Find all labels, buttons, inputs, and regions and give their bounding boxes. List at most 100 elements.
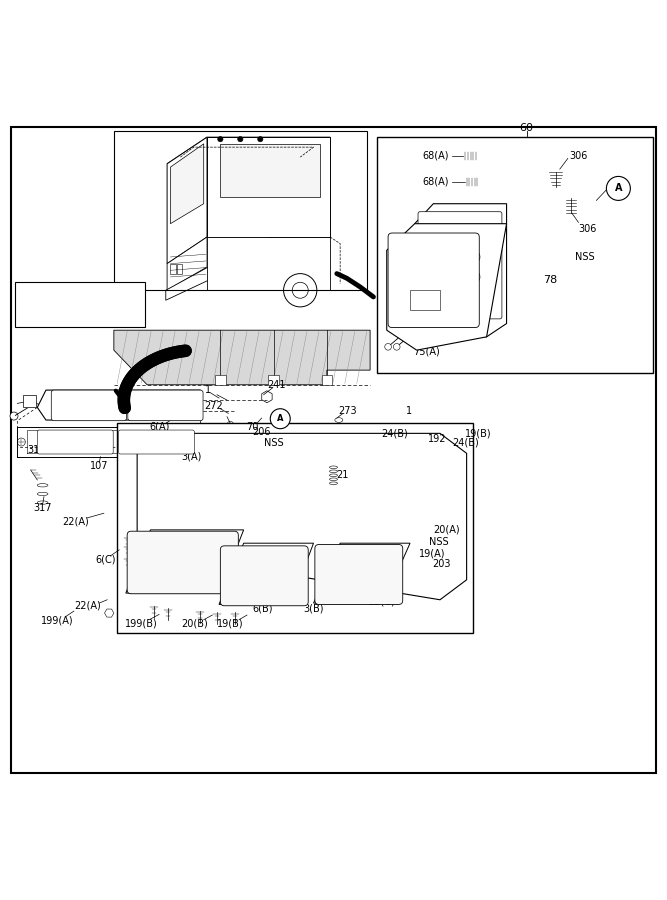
Polygon shape xyxy=(137,434,467,599)
Text: A: A xyxy=(614,184,622,194)
Text: 19(B): 19(B) xyxy=(466,428,492,438)
Bar xyxy=(215,374,225,385)
Text: 306: 306 xyxy=(578,224,597,234)
Text: 3(B): 3(B) xyxy=(303,603,323,614)
Bar xyxy=(171,265,175,274)
FancyBboxPatch shape xyxy=(119,430,194,454)
FancyBboxPatch shape xyxy=(315,544,403,605)
Circle shape xyxy=(237,137,243,142)
Circle shape xyxy=(10,412,18,420)
Circle shape xyxy=(270,409,290,428)
FancyBboxPatch shape xyxy=(127,531,238,594)
Bar xyxy=(114,130,367,291)
Text: 192: 192 xyxy=(428,435,447,445)
Text: 22(A): 22(A) xyxy=(63,517,89,526)
Bar xyxy=(23,395,36,407)
Text: 273: 273 xyxy=(338,407,357,417)
Ellipse shape xyxy=(37,492,48,496)
Text: 6(B): 6(B) xyxy=(252,603,273,614)
Text: NSS: NSS xyxy=(575,252,594,262)
Text: 306: 306 xyxy=(569,151,588,161)
Circle shape xyxy=(17,438,25,446)
Circle shape xyxy=(606,176,630,201)
Circle shape xyxy=(467,270,480,284)
Text: SEE  FIG  NO.: SEE FIG NO. xyxy=(41,291,113,301)
Bar xyxy=(268,374,279,385)
Polygon shape xyxy=(167,137,330,164)
Ellipse shape xyxy=(37,483,48,487)
Text: 60: 60 xyxy=(520,122,534,133)
Bar xyxy=(377,137,653,374)
Text: 6-70: 6-70 xyxy=(46,305,70,315)
Polygon shape xyxy=(219,544,313,605)
Text: 6(C): 6(C) xyxy=(95,554,115,564)
FancyBboxPatch shape xyxy=(418,212,502,319)
Text: 316: 316 xyxy=(27,445,46,455)
Polygon shape xyxy=(126,530,243,593)
Circle shape xyxy=(227,421,233,428)
Circle shape xyxy=(257,137,263,142)
Circle shape xyxy=(467,250,480,264)
Text: 6(A): 6(A) xyxy=(149,422,169,432)
Text: 24(A): 24(A) xyxy=(139,565,166,575)
Text: 3(A): 3(A) xyxy=(181,452,202,462)
Polygon shape xyxy=(171,144,203,224)
Circle shape xyxy=(283,274,317,307)
Text: 24(B): 24(B) xyxy=(452,437,479,447)
Bar xyxy=(117,423,474,633)
Circle shape xyxy=(185,438,193,446)
Polygon shape xyxy=(207,237,330,291)
Ellipse shape xyxy=(465,151,480,160)
Bar xyxy=(15,282,145,327)
FancyBboxPatch shape xyxy=(51,390,127,420)
Bar xyxy=(177,265,182,274)
Text: 22(B): 22(B) xyxy=(153,575,181,585)
Polygon shape xyxy=(167,237,207,291)
Polygon shape xyxy=(37,390,200,420)
Text: 68(A): 68(A) xyxy=(422,151,448,161)
Text: NSS: NSS xyxy=(429,537,448,547)
Polygon shape xyxy=(207,137,330,237)
Text: 317: 317 xyxy=(33,503,52,513)
Ellipse shape xyxy=(335,418,343,422)
FancyBboxPatch shape xyxy=(128,390,203,420)
Bar xyxy=(410,291,440,310)
Text: 206: 206 xyxy=(252,427,271,437)
Ellipse shape xyxy=(37,501,48,504)
Ellipse shape xyxy=(466,177,481,186)
Text: 199(A): 199(A) xyxy=(41,616,73,625)
Text: 272: 272 xyxy=(204,401,223,411)
Polygon shape xyxy=(114,330,370,385)
FancyBboxPatch shape xyxy=(220,545,308,606)
Text: 20(A): 20(A) xyxy=(434,525,460,535)
Circle shape xyxy=(394,344,400,350)
FancyBboxPatch shape xyxy=(37,430,113,454)
Text: 19(A): 19(A) xyxy=(419,549,446,559)
Circle shape xyxy=(217,137,223,142)
Text: 68(A): 68(A) xyxy=(422,176,448,187)
Text: 19(B): 19(B) xyxy=(217,618,243,628)
Text: 203: 203 xyxy=(432,560,451,570)
Text: 241: 241 xyxy=(267,381,285,391)
Polygon shape xyxy=(313,544,410,603)
Text: 1: 1 xyxy=(205,385,211,395)
Text: 22(A): 22(A) xyxy=(74,600,101,610)
Text: 75(A): 75(A) xyxy=(414,346,440,356)
Circle shape xyxy=(385,344,392,350)
Text: 78: 78 xyxy=(543,275,557,285)
Text: 24(B): 24(B) xyxy=(382,428,408,438)
Text: 1: 1 xyxy=(406,407,412,417)
Text: 22(C): 22(C) xyxy=(368,596,395,606)
FancyBboxPatch shape xyxy=(388,233,480,328)
Polygon shape xyxy=(415,203,506,337)
Circle shape xyxy=(292,283,308,298)
Text: 28: 28 xyxy=(53,411,65,422)
Polygon shape xyxy=(387,224,506,350)
Polygon shape xyxy=(220,144,320,197)
Text: 70: 70 xyxy=(246,422,259,432)
Text: A: A xyxy=(277,414,283,423)
Text: NSS: NSS xyxy=(323,591,344,601)
Text: 107: 107 xyxy=(90,461,109,471)
Text: 199(B): 199(B) xyxy=(125,618,158,628)
Polygon shape xyxy=(167,137,207,264)
